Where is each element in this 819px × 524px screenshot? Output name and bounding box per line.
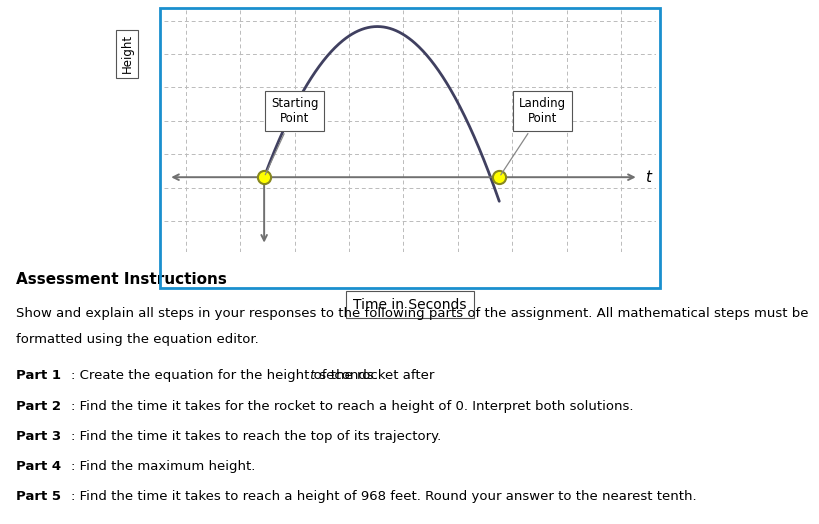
Text: : Find the time it takes for the rocket to reach a height of 0. Interpret both s: : Find the time it takes for the rocket …: [70, 400, 632, 412]
Text: Show and explain all steps in your responses to the following parts of the assig: Show and explain all steps in your respo…: [16, 307, 808, 320]
Text: Part 4: Part 4: [16, 460, 61, 473]
Point: [492, 173, 505, 181]
Text: Part 3: Part 3: [16, 430, 61, 443]
Text: Part 2: Part 2: [16, 400, 61, 412]
Text: Starting
Point: Starting Point: [265, 97, 318, 174]
Text: t: t: [309, 369, 314, 383]
Text: : Find the time it takes to reach a height of 968 feet. Round your answer to the: : Find the time it takes to reach a heig…: [70, 490, 695, 503]
Text: Time in Seconds: Time in Seconds: [353, 298, 466, 312]
Text: formatted using the equation editor.: formatted using the equation editor.: [16, 333, 259, 346]
Text: seconds.: seconds.: [314, 369, 377, 383]
Text: : Create the equation for the height of the rocket after: : Create the equation for the height of …: [70, 369, 438, 383]
Text: t: t: [645, 170, 650, 184]
Text: Part 1: Part 1: [16, 369, 61, 383]
Point: [257, 173, 270, 181]
Text: : Find the maximum height.: : Find the maximum height.: [70, 460, 255, 473]
Text: : Find the time it takes to reach the top of its trajectory.: : Find the time it takes to reach the to…: [70, 430, 441, 443]
Text: Landing
Point: Landing Point: [500, 97, 566, 175]
Text: Part 5: Part 5: [16, 490, 61, 503]
Text: Height: Height: [120, 34, 133, 73]
Text: Assessment Instructions: Assessment Instructions: [16, 272, 227, 288]
